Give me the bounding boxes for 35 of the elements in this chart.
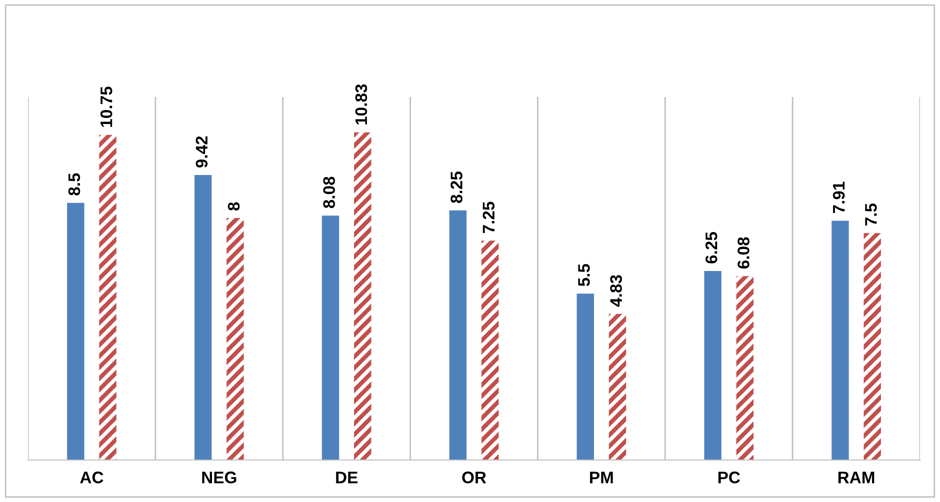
x-tick-label: DE [336, 472, 358, 484]
bar [736, 276, 754, 460]
bar [322, 216, 340, 460]
bar [226, 218, 244, 460]
bar [576, 294, 594, 460]
data-label: 7.5 [865, 203, 877, 226]
x-tick-label: OR [462, 472, 486, 484]
bar [99, 134, 116, 460]
data-label: 5.5 [578, 264, 590, 286]
data-label: 7.25 [482, 202, 495, 234]
data-label: 10.75 [100, 86, 112, 127]
data-label: 9.42 [196, 136, 208, 168]
data-label: 8.08 [323, 176, 335, 208]
x-tick-label: RAM [838, 472, 874, 484]
x-tick-label: PM [590, 472, 613, 484]
bar [608, 314, 626, 460]
bar [864, 233, 881, 460]
data-label: 10.83 [355, 84, 368, 124]
x-tick-label: NEG [202, 472, 236, 484]
bar [832, 220, 849, 460]
bar [481, 240, 499, 460]
bar [704, 270, 722, 460]
bar [449, 210, 467, 460]
x-tick-label: AC [80, 472, 104, 484]
data-label: 7.91 [832, 182, 845, 214]
data-label: 6.08 [738, 237, 750, 269]
bar [354, 132, 372, 460]
data-label: 8.25 [450, 172, 462, 203]
data-label: 4.83 [610, 275, 622, 307]
bar [194, 175, 212, 460]
x-tick-label: PC [718, 472, 740, 484]
data-label: 8.5 [68, 173, 80, 196]
bar [67, 202, 84, 460]
data-label: 8 [228, 202, 240, 211]
data-label: 6.25 [705, 232, 718, 264]
